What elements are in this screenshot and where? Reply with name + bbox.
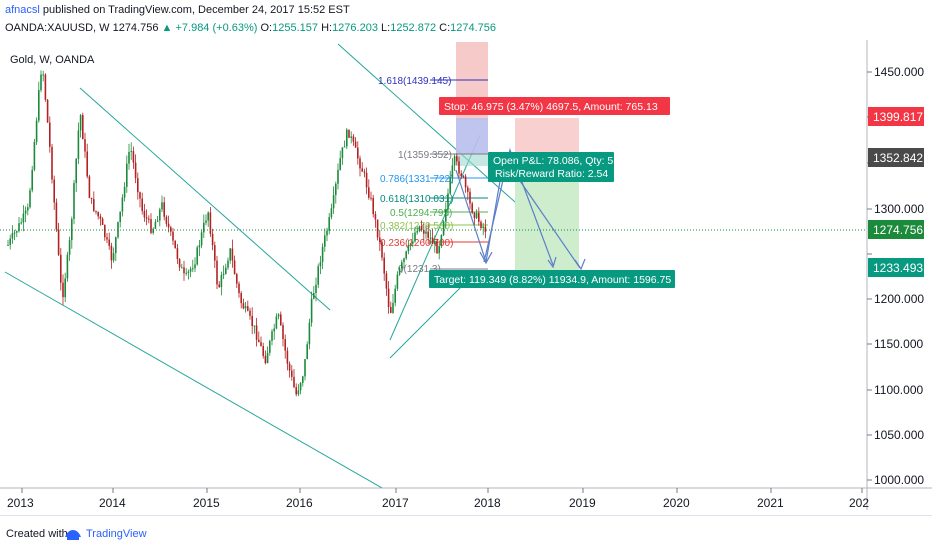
fib-label-05: 0.5(1294.795) <box>390 208 452 219</box>
fib-label-0618: 0.618(1310.031) <box>380 194 453 205</box>
time-axis[interactable]: 2013 2014 2015 2016 2017 2018 2019 2020 … <box>7 488 869 510</box>
chart-legend: Gold, W, OANDA <box>10 54 95 66</box>
pnl-text: Open P&L: 78.086, Qty: 5 <box>493 155 613 167</box>
low-value: 1252.872 <box>390 22 437 34</box>
last-price: 1274.756 <box>112 22 159 34</box>
fib-label-0236: 0.236(1260.700) <box>380 238 453 249</box>
tradingview-logo-icon[interactable] <box>64 527 82 546</box>
target-label[interactable]: Target: 119.349 (8.82%) 11934.9, Amount:… <box>429 270 675 288</box>
projection-arrows[interactable] <box>455 147 586 271</box>
high-value: 1276.203 <box>332 22 378 34</box>
last-price-text: 1274.756 <box>873 223 923 237</box>
channel-lines[interactable] <box>4 43 516 489</box>
entry-price-text: 1352.842 <box>873 151 923 165</box>
open-value: 1255.157 <box>272 22 318 34</box>
price-tick: 1150.000 <box>874 337 923 351</box>
symbol-info: OANDA:XAUUSD, W 1274.756 ▲ +7.984 (+0.63… <box>5 22 496 34</box>
footer: Created with TradingView <box>0 515 932 551</box>
price-chart[interactable]: Gold, W, OANDA 1.618(1439.145) 1(1359.35… <box>0 40 932 510</box>
time-tick: 2019 <box>569 496 596 510</box>
close-value: 1274.756 <box>450 22 497 34</box>
time-tick: 2018 <box>474 496 501 510</box>
last-price-tag <box>868 220 924 239</box>
rr-text: Risk/Reward Ratio: 2.54 <box>495 168 608 180</box>
target-text: Target: 119.349 (8.82%) 11934.9, Amount:… <box>434 274 671 286</box>
time-tick: 2020 <box>663 496 690 510</box>
stop-label[interactable]: Stop: 46.975 (3.47%) 4697.5, Amount: 765… <box>439 97 670 115</box>
time-tick: 2015 <box>193 496 220 510</box>
target-price-tag <box>868 258 924 277</box>
candlesticks <box>7 70 487 397</box>
fib-label-0786: 0.786(1331.722) <box>380 174 453 185</box>
fib-label-1: 1(1359.352) <box>398 150 452 161</box>
price-tick: 1000.000 <box>874 473 924 487</box>
fib-label-0382: 0.382(1279.560) <box>380 221 453 232</box>
stop-price-text: 1399.817 <box>873 110 923 124</box>
time-tick: 2014 <box>99 496 126 510</box>
price-axis[interactable]: 1450.000 1300.000 1200.000 1150.000 1100… <box>867 65 924 487</box>
fib-label-0: 0(1231.3) <box>398 264 441 275</box>
time-tick: 2017 <box>382 496 409 510</box>
fibonacci-levels[interactable]: 1.618(1439.145) 1(1359.352) 0.786(1331.7… <box>378 76 488 275</box>
target-price-text: 1233.493 <box>873 261 923 275</box>
tradingview-brand-link[interactable]: TradingView <box>86 528 147 540</box>
stop-price-tag <box>868 107 924 126</box>
fib-label-1618: 1.618(1439.145) <box>378 76 451 87</box>
time-tick: 2013 <box>7 496 34 510</box>
pnl-label[interactable]: Open P&L: 78.086, Qty: 5 Risk/Reward Rat… <box>488 152 614 182</box>
price-tick: 1450.000 <box>874 65 924 79</box>
chart-header: afnacsl published on TradingView.com, De… <box>0 0 932 40</box>
price-tick: 1200.000 <box>874 292 924 306</box>
price-tick: 1300.000 <box>874 202 924 216</box>
price-change: ▲ +7.984 (+0.63%) <box>161 22 258 34</box>
symbol-name[interactable]: OANDA:XAUUSD, W <box>5 22 110 34</box>
high-label: H: <box>321 22 333 34</box>
entry-price-tag <box>868 148 924 167</box>
author-link[interactable]: afnacsl <box>5 4 40 16</box>
publish-info: afnacsl published on TradingView.com, De… <box>5 4 350 16</box>
price-tick: 1100.000 <box>874 383 923 397</box>
time-tick: 2016 <box>286 496 313 510</box>
close-label: C: <box>439 22 451 34</box>
price-tick: 1050.000 <box>874 428 924 442</box>
time-tick: 202 <box>849 496 869 510</box>
time-tick: 2021 <box>757 496 784 510</box>
low-label: L: <box>381 22 391 34</box>
created-with-text: Created with <box>6 528 68 540</box>
open-label: O: <box>260 22 273 34</box>
stop-text: Stop: 46.975 (3.47%) 4697.5, Amount: 765… <box>444 101 658 113</box>
publish-text: published on TradingView.com, December 2… <box>42 4 350 16</box>
